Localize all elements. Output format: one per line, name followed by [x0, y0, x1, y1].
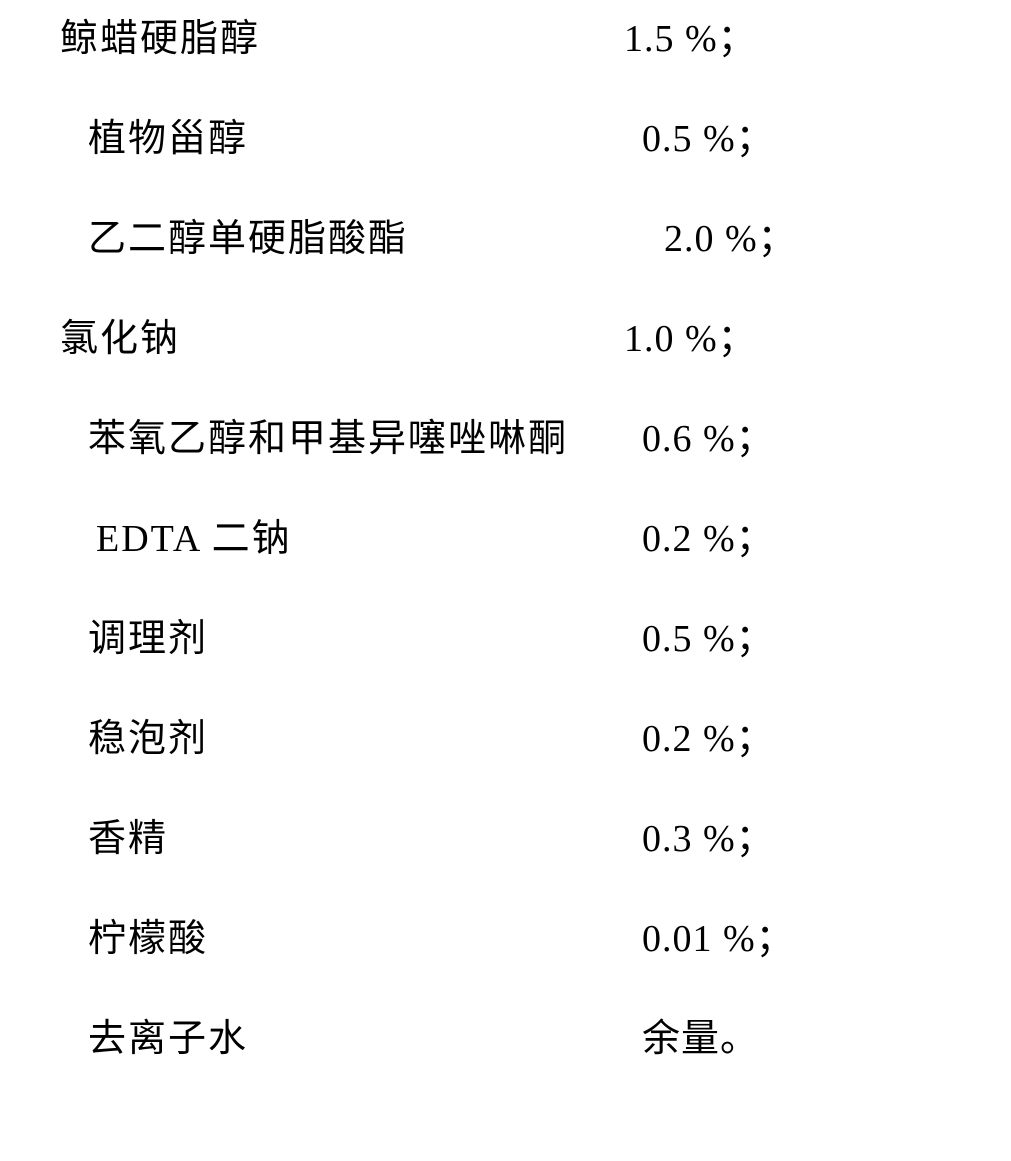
- ingredient-value: 0.01 %；: [642, 920, 795, 958]
- ingredient-value: 2.0 %；: [664, 220, 797, 258]
- ingredients-list: 鲸蜡硬脂醇 1.5 %； 植物甾醇 0.5 %； 乙二醇单硬脂酸酯 2.0 %；…: [0, 0, 1011, 1058]
- ingredient-label: 香精: [88, 820, 168, 858]
- ingredient-label: EDTA 二钠: [96, 520, 292, 558]
- ingredient-label: 苯氧乙醇和甲基异噻唑啉酮: [88, 420, 568, 458]
- ingredient-value: 0.5 %；: [642, 620, 775, 658]
- ingredient-label: 去离子水: [88, 1020, 248, 1058]
- ingredient-value: 0.5 %；: [642, 120, 775, 158]
- ingredient-row: 柠檬酸 0.01 %；: [30, 920, 1011, 958]
- ingredient-label: 植物甾醇: [88, 120, 248, 158]
- ingredient-value: 余量。: [642, 1020, 759, 1058]
- ingredient-value: 0.3 %；: [642, 820, 775, 858]
- ingredient-row: 氯化钠 1.0 %；: [30, 320, 1011, 358]
- ingredient-row: 调理剂 0.5 %；: [30, 620, 1011, 658]
- ingredient-value: 0.2 %；: [642, 520, 775, 558]
- ingredient-value: 1.0 %；: [624, 320, 757, 358]
- ingredient-label: 柠檬酸: [88, 920, 208, 958]
- ingredient-value: 1.5 %；: [624, 20, 757, 58]
- ingredient-row: EDTA 二钠 0.2 %；: [30, 520, 1011, 558]
- ingredient-row: 香精 0.3 %；: [30, 820, 1011, 858]
- ingredient-label: 稳泡剂: [88, 720, 208, 758]
- ingredient-row: 鲸蜡硬脂醇 1.5 %；: [30, 20, 1011, 58]
- ingredient-label: 氯化钠: [60, 320, 180, 358]
- ingredient-row: 植物甾醇 0.5 %；: [30, 120, 1011, 158]
- ingredient-label: 乙二醇单硬脂酸酯: [88, 220, 408, 258]
- ingredient-value: 0.2 %；: [642, 720, 775, 758]
- ingredient-label: 鲸蜡硬脂醇: [60, 20, 260, 58]
- ingredient-row: 去离子水 余量。: [30, 1020, 1011, 1058]
- ingredient-row: 稳泡剂 0.2 %；: [30, 720, 1011, 758]
- ingredient-label: 调理剂: [88, 620, 208, 658]
- ingredient-value: 0.6 %；: [642, 420, 775, 458]
- ingredient-row: 苯氧乙醇和甲基异噻唑啉酮 0.6 %；: [30, 420, 1011, 458]
- ingredient-row: 乙二醇单硬脂酸酯 2.0 %；: [30, 220, 1011, 258]
